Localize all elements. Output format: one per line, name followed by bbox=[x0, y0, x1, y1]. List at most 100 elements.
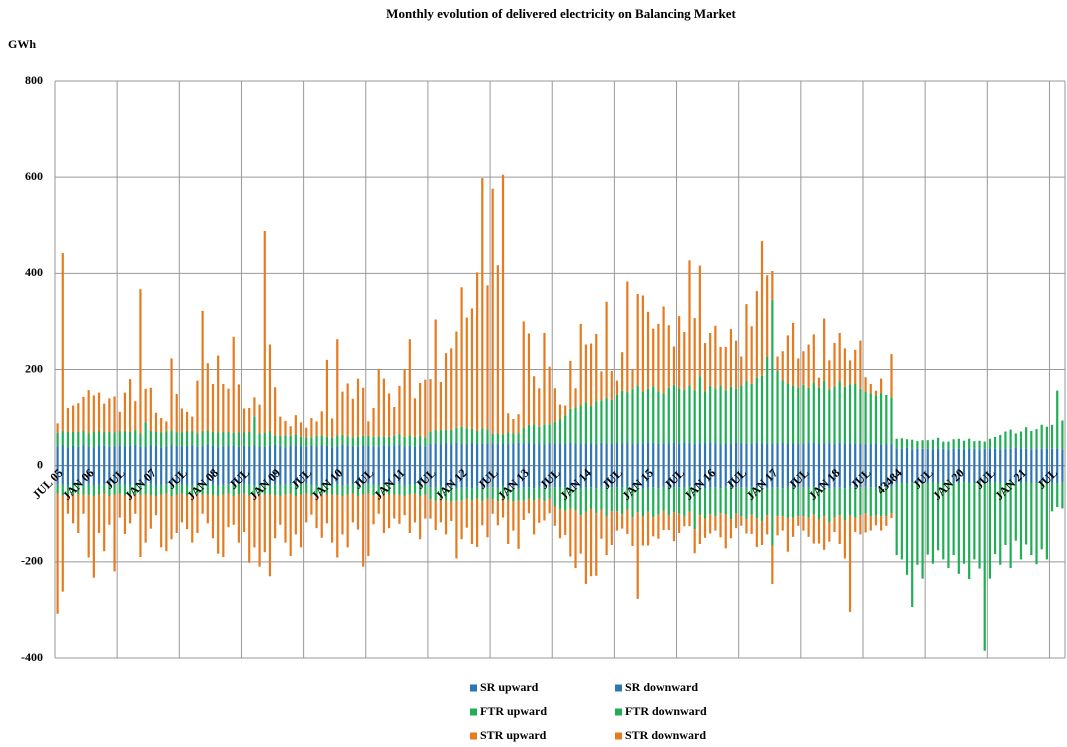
bar-segment bbox=[848, 515, 852, 612]
bar-segment bbox=[791, 443, 795, 466]
bar-segment bbox=[87, 494, 90, 558]
bar-segment bbox=[476, 431, 479, 445]
bar-segment bbox=[356, 378, 360, 437]
bar-segment bbox=[77, 403, 80, 433]
bar-segment bbox=[305, 493, 308, 523]
bar-segment bbox=[911, 439, 914, 450]
bar-segment bbox=[527, 487, 531, 499]
bar-segment bbox=[646, 487, 650, 512]
bar-segment bbox=[817, 519, 821, 544]
bar-segment bbox=[766, 275, 769, 357]
bar-segment bbox=[652, 487, 655, 518]
bar-segment bbox=[1035, 429, 1038, 449]
bar-segment bbox=[460, 426, 463, 444]
bar-segment bbox=[641, 465, 644, 489]
bar-segment bbox=[356, 446, 360, 466]
bar-segment bbox=[791, 322, 795, 386]
bar-segment bbox=[797, 516, 800, 526]
bar-segment bbox=[455, 427, 458, 443]
bar-segment bbox=[450, 444, 453, 466]
bar-segment bbox=[201, 465, 204, 486]
bar-segment bbox=[905, 483, 909, 575]
bar-segment bbox=[320, 445, 323, 466]
bar-segment bbox=[310, 445, 313, 466]
bar-segment bbox=[470, 500, 474, 545]
bar-segment bbox=[662, 443, 665, 466]
bar-segment bbox=[118, 445, 121, 466]
bar-segment bbox=[134, 401, 137, 431]
bar-segment bbox=[507, 432, 510, 445]
bar-segment bbox=[672, 442, 676, 466]
bar-segment bbox=[175, 465, 178, 485]
bar-segment bbox=[766, 356, 769, 444]
bar-segment bbox=[589, 406, 593, 444]
bar-segment bbox=[398, 465, 401, 484]
bar-segment bbox=[180, 432, 183, 447]
bar-segment bbox=[439, 430, 442, 445]
bar-segment bbox=[709, 385, 712, 443]
bar-segment bbox=[797, 487, 800, 517]
bar-segment bbox=[331, 494, 334, 543]
bar-segment bbox=[382, 378, 385, 437]
bar-segment bbox=[848, 465, 852, 487]
bar-segment bbox=[890, 444, 893, 466]
bar-segment bbox=[455, 331, 458, 428]
bar-segment bbox=[589, 443, 593, 466]
bar-segment bbox=[196, 433, 199, 447]
bar-segment bbox=[735, 340, 738, 389]
bar-segment bbox=[533, 500, 536, 535]
bar-segment bbox=[828, 389, 831, 444]
bar-segment bbox=[848, 443, 852, 466]
bar-segment bbox=[600, 371, 603, 401]
bar-segment bbox=[362, 494, 365, 567]
bar-segment bbox=[828, 360, 831, 390]
bar-segment bbox=[553, 465, 556, 488]
bar-segment bbox=[667, 487, 670, 516]
bar-segment bbox=[579, 515, 582, 554]
bar-segment bbox=[719, 465, 722, 489]
bar-segment bbox=[263, 432, 266, 447]
bar-segment bbox=[398, 385, 401, 434]
bar-segment bbox=[227, 388, 230, 433]
bar-segment bbox=[652, 465, 655, 488]
bar-segment bbox=[605, 443, 608, 466]
bar-segment bbox=[631, 488, 634, 518]
bar-segment bbox=[434, 319, 437, 431]
bar-segment bbox=[802, 516, 805, 531]
bar-segment bbox=[465, 444, 468, 466]
bar-segment bbox=[408, 465, 411, 485]
bar-segment bbox=[387, 485, 391, 495]
bar-segment bbox=[911, 449, 914, 466]
bar-segment bbox=[289, 435, 292, 446]
bar-segment bbox=[517, 500, 520, 549]
bar-segment bbox=[848, 384, 852, 444]
bar-segment bbox=[253, 494, 256, 548]
bar-segment bbox=[817, 387, 821, 445]
bars bbox=[56, 174, 1064, 651]
bar-segment bbox=[222, 446, 225, 466]
bar-segment bbox=[362, 387, 365, 436]
bar-segment bbox=[543, 444, 546, 466]
bar-segment bbox=[268, 484, 272, 495]
bar-segment bbox=[274, 494, 277, 539]
bar-segment bbox=[315, 446, 318, 466]
bar-segment bbox=[807, 344, 810, 388]
bar-segment bbox=[377, 494, 380, 514]
bar-segment bbox=[1061, 420, 1064, 450]
bar-segment bbox=[843, 488, 846, 521]
bar-segment bbox=[957, 438, 960, 449]
bar-segment bbox=[745, 465, 748, 488]
bar-segment bbox=[481, 487, 484, 502]
bar-segment bbox=[217, 355, 220, 433]
x-tick-label: JUL 05 bbox=[30, 466, 66, 502]
bar-segment bbox=[1045, 482, 1048, 560]
bar-segment bbox=[926, 482, 929, 555]
bar-segment bbox=[823, 318, 826, 382]
bar-segment bbox=[553, 421, 556, 444]
bar-segment bbox=[413, 484, 417, 494]
bar-segment bbox=[465, 317, 468, 429]
bar-segment bbox=[325, 359, 329, 437]
bar-segment bbox=[362, 484, 365, 495]
bar-segment bbox=[253, 416, 256, 446]
bar-segment bbox=[786, 465, 789, 487]
